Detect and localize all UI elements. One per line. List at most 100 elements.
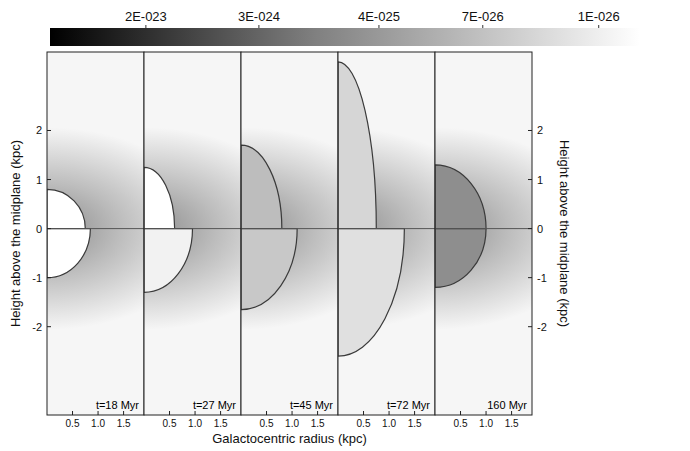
bubble-upper-shell [435, 165, 486, 229]
figure: 2E-023 3E-024 4E-025 7E-026 1E-026 t=18 Myr 0.… [0, 0, 690, 451]
x-axis-title: Galactocentric radius (kpc) [212, 431, 367, 446]
bubble-upper-shell [241, 145, 282, 228]
x-tick-label: 1.5 [408, 418, 422, 429]
y-axis-title-right: Height above the midplane (kpc) [557, 140, 572, 327]
panel-frame [435, 52, 532, 415]
gas-disk [144, 52, 241, 415]
x-tick [220, 411, 221, 415]
x-tick-label: 0.5 [66, 418, 80, 429]
y-tick [47, 326, 51, 327]
colorbar-tick [598, 25, 599, 28]
panel-time-label: t=18 Myr [96, 399, 139, 411]
x-tick [195, 411, 196, 415]
panel-frame [47, 52, 144, 415]
x-tick [389, 411, 390, 415]
x-tick [292, 411, 293, 415]
x-tick-label: 1.0 [382, 418, 396, 429]
y-tick-label-right: -2 [537, 321, 547, 333]
gas-disk [338, 52, 435, 415]
x-tick [363, 411, 364, 415]
panel [241, 52, 338, 415]
x-tick-label: 1.5 [117, 418, 131, 429]
y-tick [47, 228, 51, 229]
gas-disk [47, 52, 144, 415]
y-tick-label: -2 [32, 321, 42, 333]
x-tick-label: 1.0 [188, 418, 202, 429]
x-tick-label: 1.0 [91, 418, 105, 429]
midplane [144, 228, 241, 229]
y-tick-right [528, 228, 532, 229]
x-tick [169, 411, 170, 415]
x-tick-label: 0.5 [454, 418, 468, 429]
colorbar-tick-label: 1E-026 [578, 9, 620, 24]
y-tick-right [528, 326, 532, 327]
y-tick-label-right: 0 [537, 223, 543, 235]
colorbar-tick [258, 25, 259, 28]
bubble-lower-shell [144, 229, 193, 293]
panel [47, 52, 144, 415]
y-tick-label: 2 [36, 124, 42, 136]
x-tick-label: 0.5 [260, 418, 274, 429]
bubble-lower-shell [435, 229, 486, 288]
colorbar-tick-label: 4E-025 [358, 9, 400, 24]
panel [338, 52, 435, 415]
bubble-upper-shell [338, 62, 376, 229]
panel [144, 52, 241, 415]
bubble-lower-shell [338, 229, 404, 357]
gas-disk [435, 52, 532, 415]
panel-frame [144, 52, 241, 415]
y-tick [47, 277, 51, 278]
x-tick-label: 1.0 [285, 418, 299, 429]
colorbar-tick [378, 25, 379, 28]
y-tick [47, 130, 51, 131]
midplane [241, 228, 338, 229]
x-tick-label: 0.5 [357, 418, 371, 429]
x-tick [317, 411, 318, 415]
panel-frame [338, 52, 435, 415]
bubble-upper-shell [47, 189, 85, 228]
x-tick-label: 1.0 [479, 418, 493, 429]
colorbar-tick-label: 7E-026 [462, 9, 504, 24]
y-tick-label: 1 [36, 174, 42, 186]
panel-time-label: t=27 Myr [193, 399, 236, 411]
y-tick-right [528, 130, 532, 131]
colorbar-tick [145, 25, 146, 28]
x-tick [266, 411, 267, 415]
x-tick [486, 411, 487, 415]
y-tick-label: -1 [32, 272, 42, 284]
y-tick-label: 0 [36, 223, 42, 235]
y-tick-right [528, 179, 532, 180]
x-tick [511, 411, 512, 415]
midplane [47, 228, 144, 229]
x-tick-label: 0.5 [163, 418, 177, 429]
bubble-lower-shell [241, 229, 297, 310]
y-axis-title: Height above the midplane (kpc) [8, 140, 23, 327]
x-tick [123, 411, 124, 415]
midplane [435, 228, 532, 229]
x-tick [414, 411, 415, 415]
x-tick-label: 1.5 [311, 418, 325, 429]
panel-time-label: t=72 Myr [387, 399, 430, 411]
y-tick [47, 179, 51, 180]
y-tick-label-right: -1 [537, 272, 547, 284]
colorbar-tick-label: 2E-023 [125, 9, 167, 24]
x-tick [460, 411, 461, 415]
gas-disk [241, 52, 338, 415]
bubble-upper-shell [144, 167, 175, 228]
y-tick-right [528, 277, 532, 278]
x-tick-label: 1.5 [505, 418, 519, 429]
y-tick-label-right: 2 [537, 124, 543, 136]
x-tick-label: 1.5 [214, 418, 228, 429]
bubble-lower-shell [47, 229, 90, 278]
panel [435, 52, 532, 415]
colorbar-tick-label: 3E-024 [238, 9, 280, 24]
y-tick-label-right: 1 [537, 174, 543, 186]
panel-time-label: t=45 Myr [290, 399, 333, 411]
colorbar-tick [482, 25, 483, 28]
colorbar [50, 28, 640, 46]
x-tick [98, 411, 99, 415]
x-tick [72, 411, 73, 415]
panel-time-label: 160 Myr [487, 399, 527, 411]
midplane [338, 228, 435, 229]
panel-frame [241, 52, 338, 415]
